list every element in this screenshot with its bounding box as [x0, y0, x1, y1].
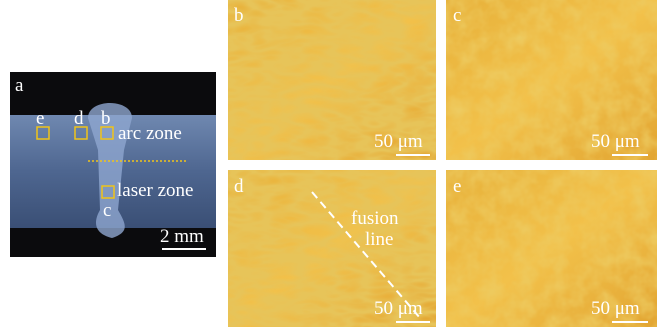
panel-label: c [453, 5, 461, 26]
panel-e: e 50 μm [446, 170, 657, 327]
figure: a e d b c arc zone laser zone 2 mm b 50 … [0, 0, 665, 327]
scale-bar-label: 50 μm [374, 131, 423, 152]
panel-b: b 50 μm [228, 0, 436, 160]
scale-bar-label: 50 μm [591, 131, 640, 152]
panel-a: a e d b c arc zone laser zone 2 mm [10, 72, 216, 257]
zone-label: arc zone [118, 123, 182, 144]
box-label: b [101, 108, 111, 129]
box-label: e [36, 108, 44, 129]
panel-label: e [453, 176, 461, 197]
zone-label: laser zone [117, 180, 193, 201]
box-label: d [74, 108, 84, 129]
panel-label: a [15, 75, 24, 96]
panel-d: d fusion line 50 μm [228, 170, 436, 327]
box-label: c [103, 200, 111, 221]
panel-label: b [234, 5, 244, 26]
panel-c: c 50 μm [446, 0, 657, 160]
annotation: fusion [351, 208, 399, 229]
annotation: line [365, 229, 394, 250]
scale-bar-label: 50 μm [591, 298, 640, 319]
scale-bar-label: 2 mm [160, 226, 204, 247]
panel-label: d [234, 176, 244, 197]
scale-bar-label: 50 μm [374, 298, 423, 319]
